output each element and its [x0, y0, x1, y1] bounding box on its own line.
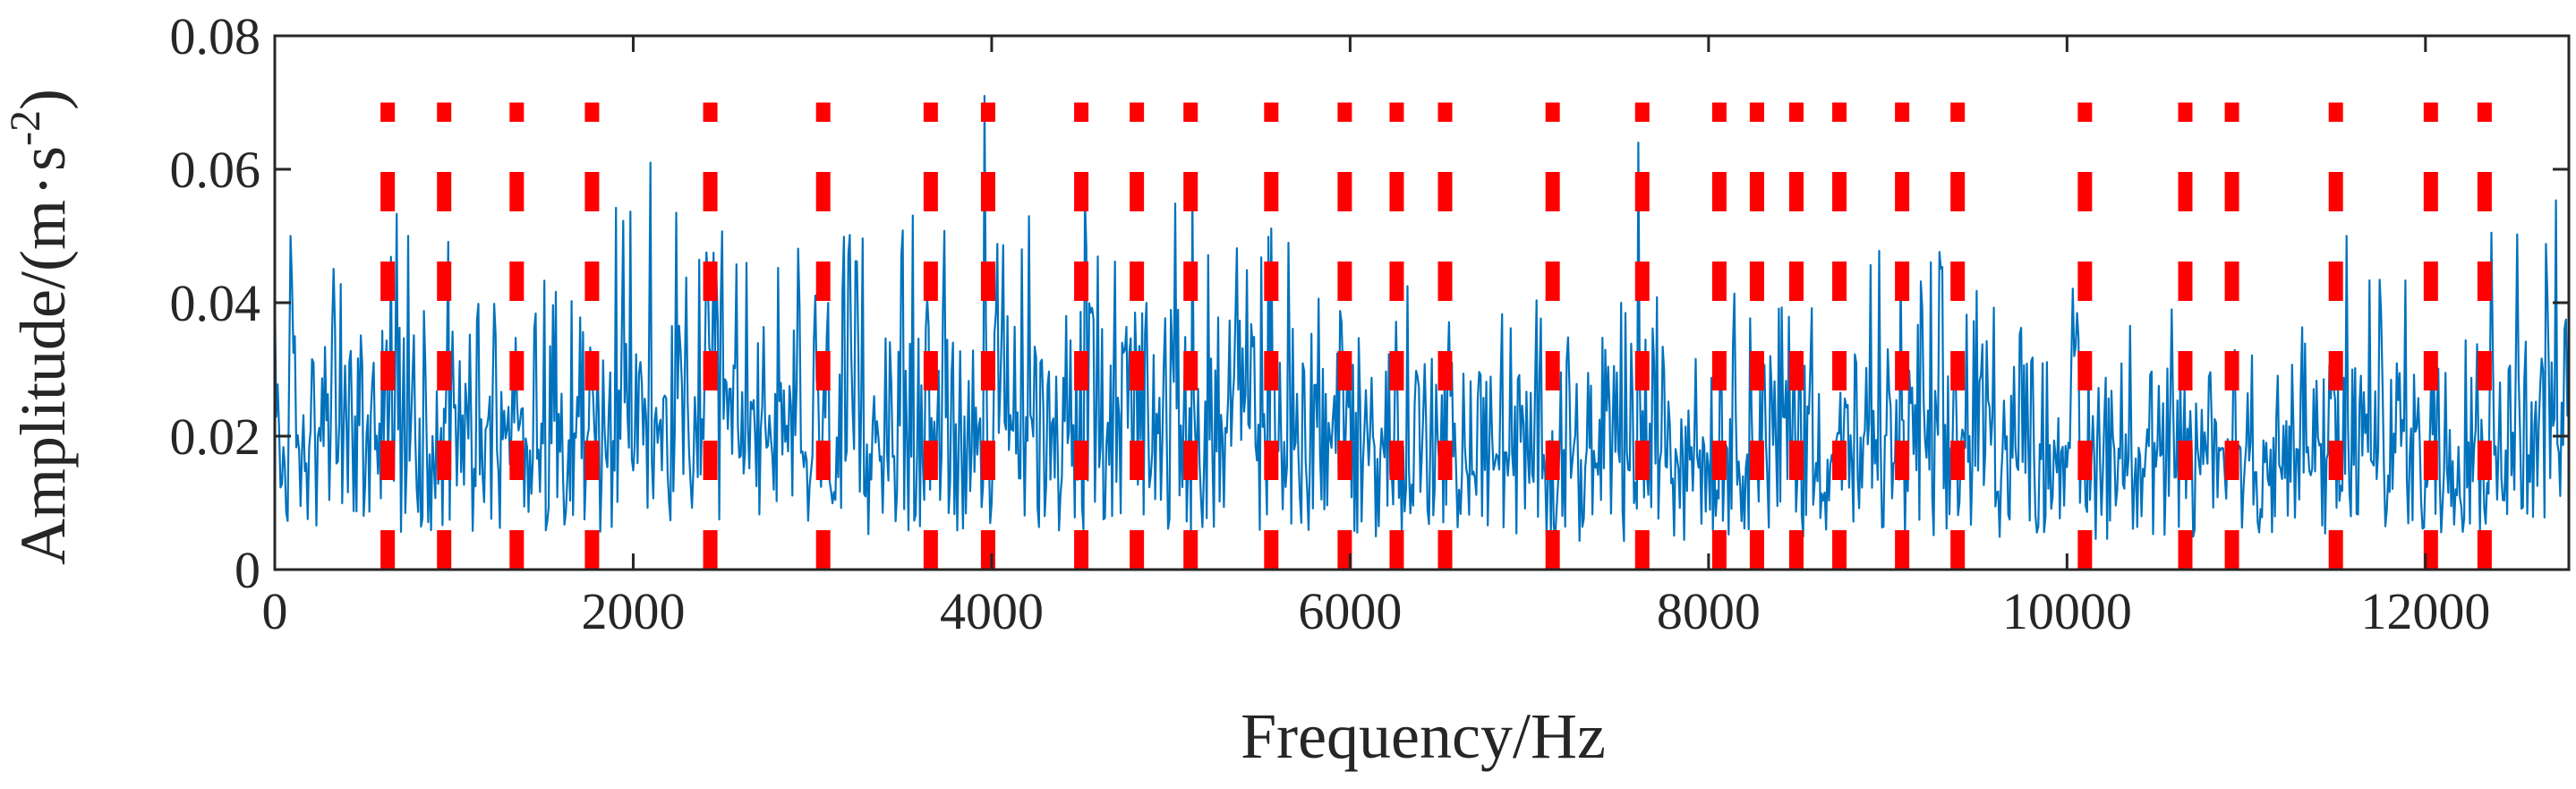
y-tick-label: 0.04 — [170, 274, 261, 332]
x-tick-label: 8000 — [1657, 582, 1761, 640]
x-axis-title: Frequency/Hz — [1241, 700, 1606, 772]
axes: 0 2000 4000 6000 8000 10000 12000 0 0.02 0.04 0.06… — [170, 7, 2571, 640]
y-tick-label: 0.06 — [170, 141, 261, 199]
x-tick-label: 4000 — [940, 582, 1044, 640]
y-tick-label: 0.08 — [170, 7, 261, 65]
x-tick-label: 12000 — [2360, 582, 2490, 640]
x-tick-label: 2000 — [581, 582, 685, 640]
plot-content — [275, 95, 2569, 570]
series-line-spectrum — [275, 95, 2569, 543]
x-tick-label: 10000 — [2002, 582, 2132, 640]
y-tick-label: 0.02 — [170, 407, 261, 466]
x-tick-label: 0 — [262, 582, 288, 640]
plot-area — [275, 95, 2569, 570]
y-axis-title: Amplitude/(m·s-2) — [2, 89, 79, 565]
x-tick-label: 6000 — [1298, 582, 1402, 640]
y-tick-label: 0 — [235, 541, 260, 599]
